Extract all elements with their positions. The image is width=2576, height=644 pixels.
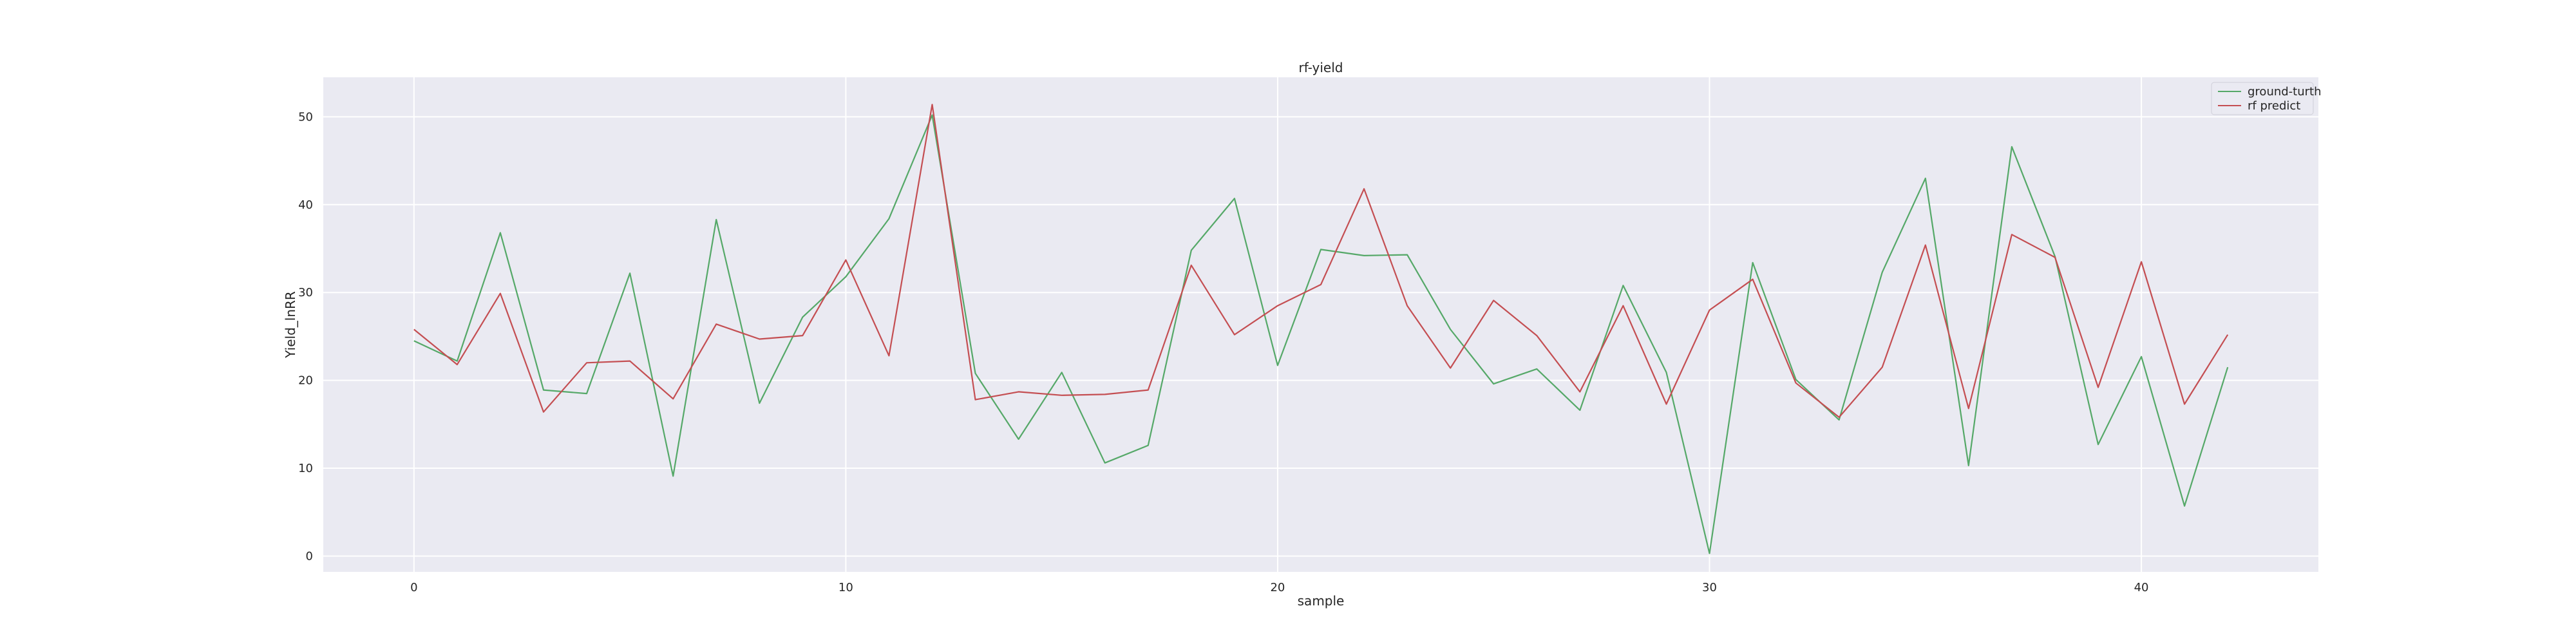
y-tick-label: 50: [298, 110, 313, 124]
y-tick-label: 40: [298, 198, 313, 212]
x-axis-label: sample: [1298, 593, 1345, 609]
x-tick-label: 0: [410, 581, 417, 594]
y-axis-ticks: 0 10 20 30 40 50: [298, 110, 313, 563]
y-tick-label: 10: [298, 462, 313, 475]
y-tick-label: 20: [298, 374, 313, 388]
x-tick-label: 20: [1270, 581, 1285, 594]
series-lines: [413, 104, 2229, 554]
series-line-rf-predict: [413, 104, 2229, 419]
grid-lines: [323, 77, 2318, 572]
legend-label-rf-predict: rf predict: [2248, 99, 2300, 113]
x-tick-label: 30: [1702, 581, 1717, 594]
y-tick-label: 30: [298, 286, 313, 299]
x-tick-label: 10: [838, 581, 853, 594]
y-axis-label: Yield_lnRR: [283, 291, 298, 359]
plot-area: [323, 77, 2318, 572]
x-axis-ticks: 0 10 20 30 40: [410, 581, 2148, 594]
x-tick-label: 40: [2134, 581, 2149, 594]
y-tick-label: 0: [306, 549, 313, 563]
chart-title: rf-yield: [1299, 60, 1343, 75]
legend-label-ground-turth: ground-turth: [2248, 85, 2322, 99]
legend-box: [2211, 82, 2314, 115]
series-line-ground-turth: [413, 114, 2229, 554]
legend: ground-turth rf predict: [2211, 82, 2322, 115]
